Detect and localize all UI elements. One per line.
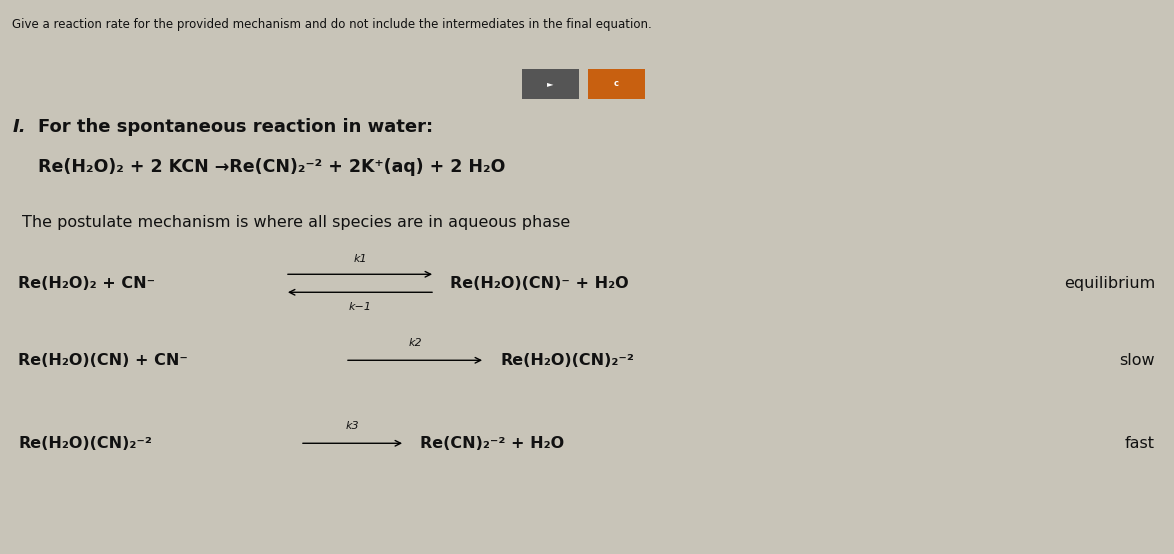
- Text: slow: slow: [1119, 353, 1155, 368]
- Text: k1: k1: [353, 254, 366, 264]
- FancyBboxPatch shape: [522, 69, 579, 99]
- Text: k3: k3: [345, 421, 359, 431]
- Text: ►: ►: [547, 79, 554, 88]
- Text: Re(H₂O)(CN)₂⁻²: Re(H₂O)(CN)₂⁻²: [18, 436, 151, 451]
- Text: For the spontaneous reaction in water:: For the spontaneous reaction in water:: [38, 118, 433, 136]
- Text: Re(CN)₂⁻² + H₂O: Re(CN)₂⁻² + H₂O: [420, 436, 565, 451]
- Text: equilibrium: equilibrium: [1064, 276, 1155, 291]
- Text: Re(H₂O)(CN) + CN⁻: Re(H₂O)(CN) + CN⁻: [18, 353, 188, 368]
- Text: c: c: [614, 79, 619, 88]
- Text: k2: k2: [409, 338, 421, 348]
- Text: Re(H₂O)₂ + CN⁻: Re(H₂O)₂ + CN⁻: [18, 276, 155, 291]
- Text: Give a reaction rate for the provided mechanism and do not include the intermedi: Give a reaction rate for the provided me…: [12, 18, 652, 31]
- Text: Re(H₂O)(CN)₂⁻²: Re(H₂O)(CN)₂⁻²: [500, 353, 634, 368]
- Text: Re(H₂O)₂ + 2 KCN →Re(CN)₂⁻² + 2K⁺(aq) + 2 H₂O: Re(H₂O)₂ + 2 KCN →Re(CN)₂⁻² + 2K⁺(aq) + …: [38, 158, 505, 176]
- Text: I.: I.: [13, 118, 27, 136]
- FancyBboxPatch shape: [588, 69, 645, 99]
- Text: fast: fast: [1125, 436, 1155, 451]
- Text: k−1: k−1: [349, 302, 371, 312]
- Text: The postulate mechanism is where all species are in aqueous phase: The postulate mechanism is where all spe…: [22, 216, 571, 230]
- Text: Re(H₂O)(CN)⁻ + H₂O: Re(H₂O)(CN)⁻ + H₂O: [450, 276, 628, 291]
